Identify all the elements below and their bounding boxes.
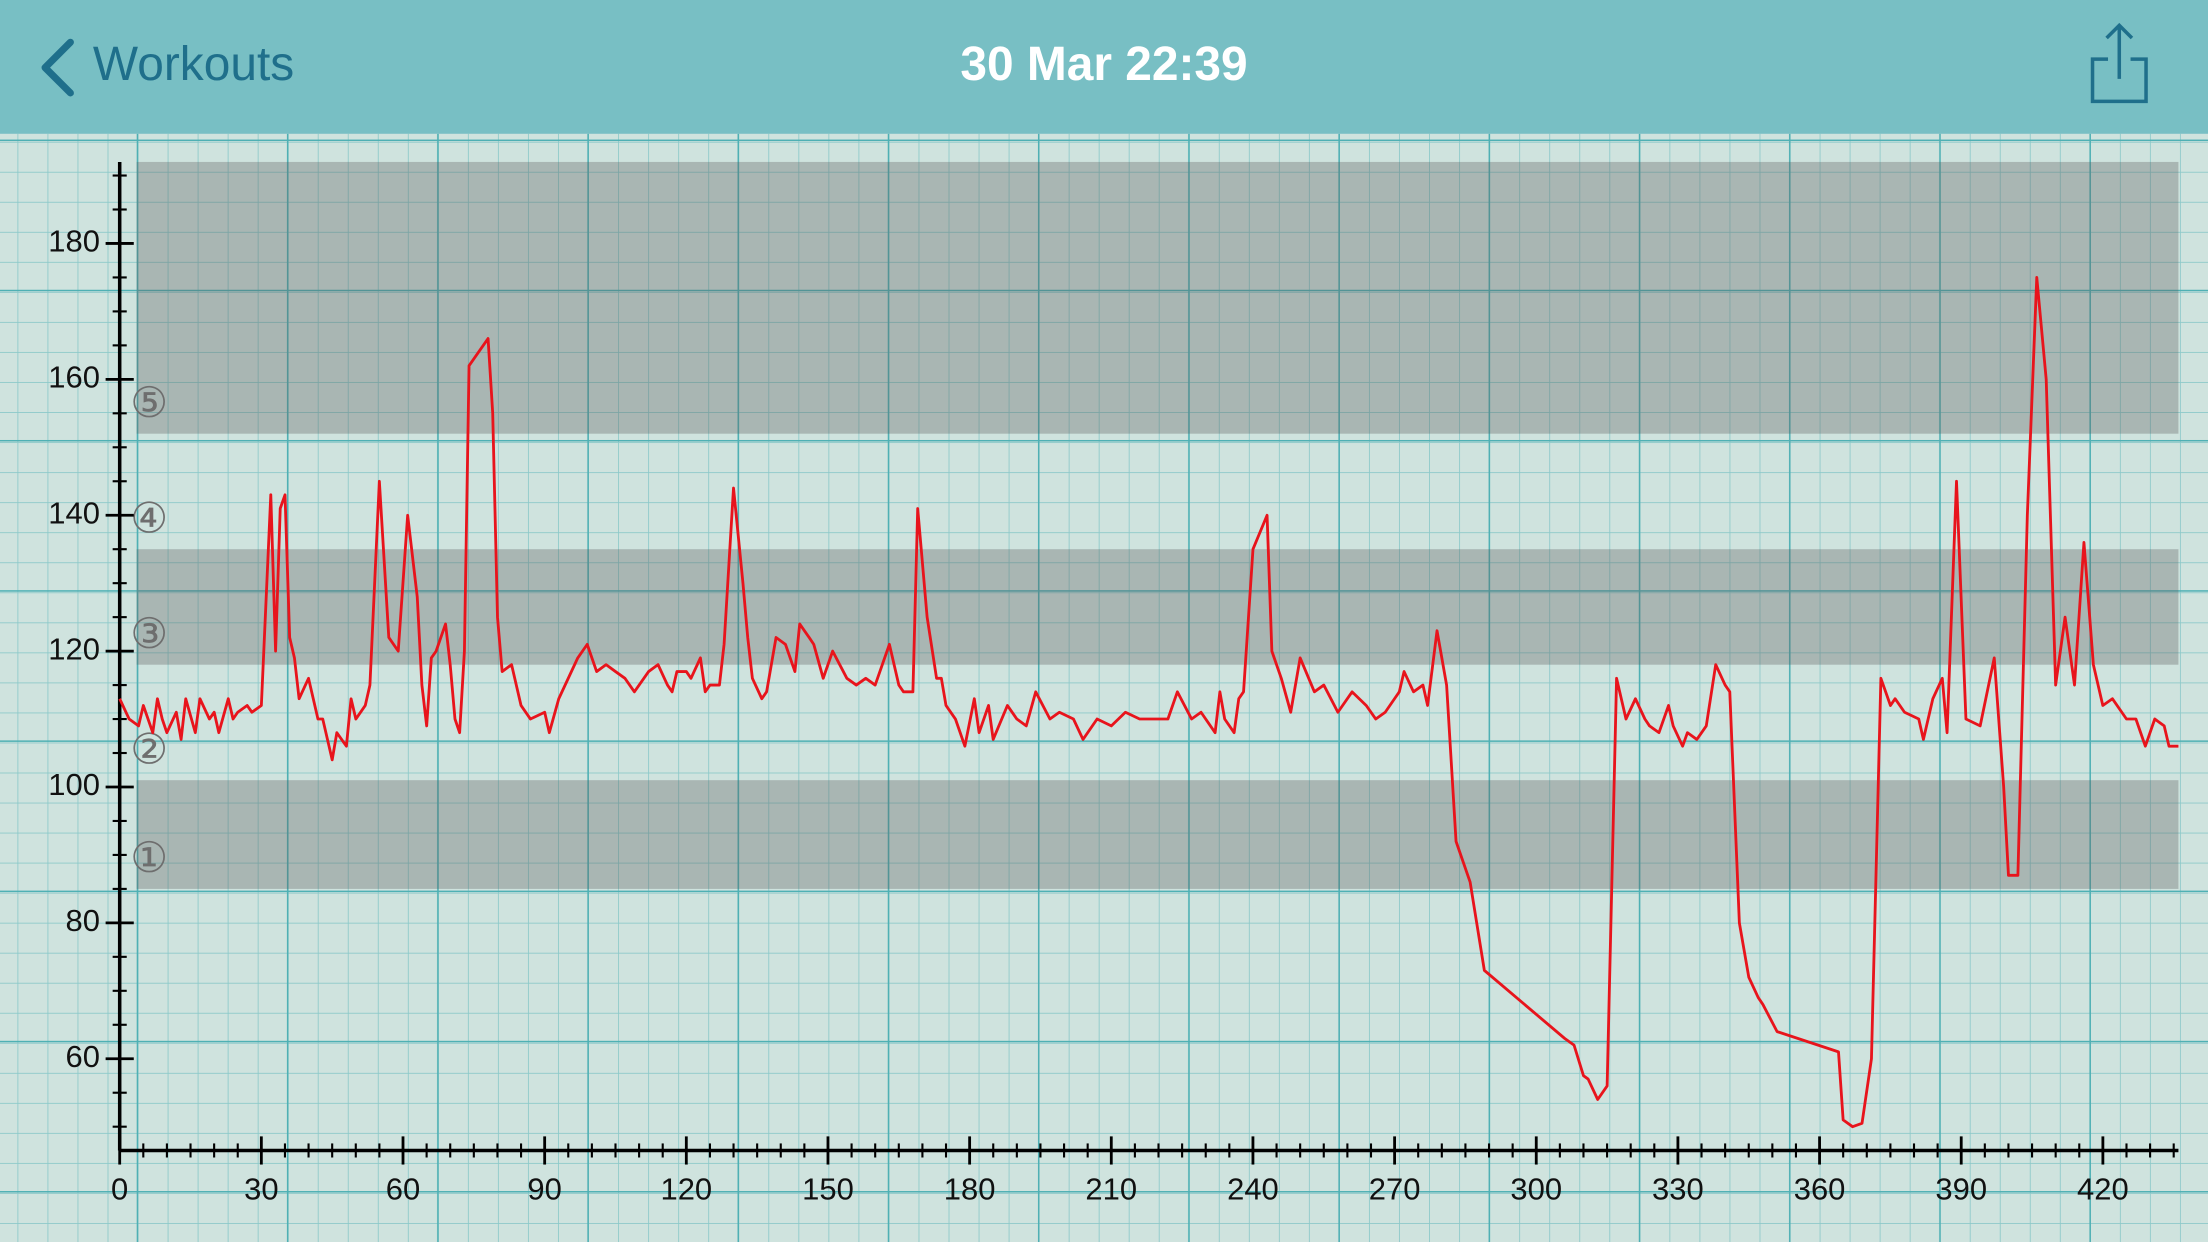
nav-bar [0,0,2208,134]
y-tick-label: 180 [48,224,100,259]
zone-label: ⑤ [130,378,168,427]
x-tick-label: 300 [1510,1171,1562,1206]
x-tick-label: 60 [386,1171,420,1206]
y-tick-label: 80 [66,903,100,938]
x-tick-label: 180 [944,1171,996,1206]
heart-rate-line [118,276,2179,1129]
zone-band [136,161,2179,434]
nav-title: 30 Mar 22:39 [960,38,1247,91]
share-button[interactable] [2090,22,2148,104]
back-label[interactable]: Workouts [93,38,294,91]
zone-label: ② [130,725,168,774]
x-tick-label: 30 [244,1171,278,1206]
x-tick-label: 90 [527,1171,561,1206]
y-tick-label: 120 [48,631,100,666]
x-tick-label: 270 [1369,1171,1421,1206]
zone-label: ③ [130,609,168,658]
x-tick-label: 210 [1085,1171,1137,1206]
x-tick-label: 150 [802,1171,854,1206]
share-arrow[interactable] [2105,22,2134,79]
y-tick-label: 140 [48,495,100,530]
x-tick-label: 330 [1652,1171,1704,1206]
zone-label: ① [130,833,168,882]
x-tick-label: 120 [660,1171,712,1206]
x-tick-label: 420 [2077,1171,2129,1206]
y-tick-label: 160 [48,360,100,395]
zone-label: ④ [130,494,168,543]
plot: ① ② ③ ④ ⑤ 0 30 60 90 120 150 180 210 240 270 300 330 360 3… [48,161,2179,1206]
zone-band [136,549,2179,665]
back-button[interactable]: Workouts [41,38,294,97]
x-tick-label: 390 [1935,1171,1987,1206]
y-tick-label: 100 [48,767,100,802]
share-box[interactable] [2090,57,2148,104]
x-tick-label: 0 [111,1171,128,1206]
back-chevron[interactable] [41,38,74,97]
x-tick-label: 240 [1227,1171,1279,1206]
zone-band [136,780,2179,889]
y-tick-label: 60 [66,1039,100,1074]
x-tick-label: 360 [1794,1171,1846,1206]
